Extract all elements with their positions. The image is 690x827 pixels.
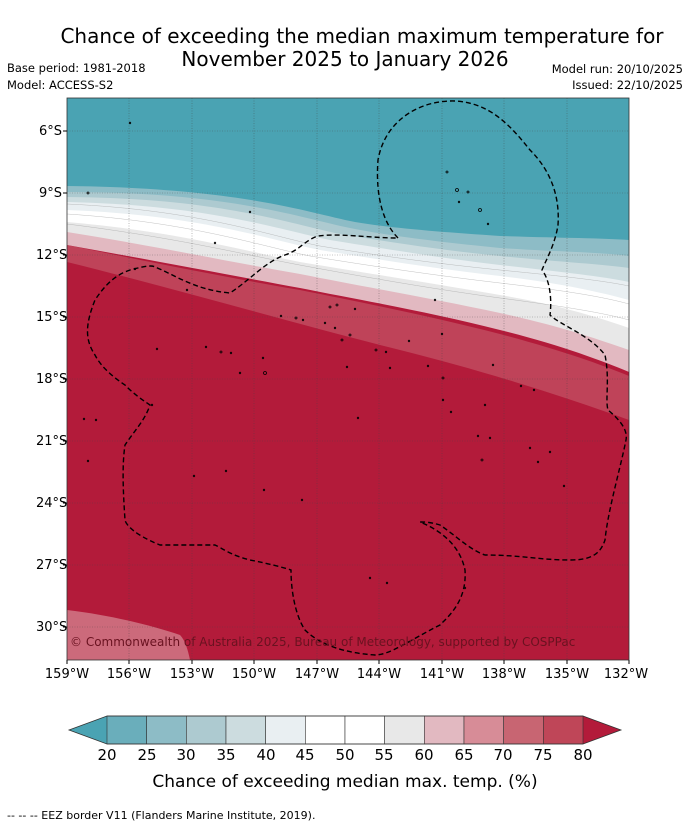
colorbar-bin <box>146 715 187 745</box>
map-title-line-1: Chance of exceeding the median maximum t… <box>60 24 664 48</box>
lon-tick-label: 144°W <box>356 667 402 682</box>
axis-ticks <box>63 130 630 664</box>
colorbar-tick-label: 45 <box>295 746 315 764</box>
issued-date: Issued: 22/10/2025 <box>572 78 683 92</box>
colorbar-bin <box>463 715 504 745</box>
eez-legend-note: -- -- -- EEZ border V11 (Flanders Marine… <box>7 809 316 822</box>
colorbar-tick-label: 60 <box>414 746 434 764</box>
colorbar-bin <box>305 715 346 745</box>
map-title-line-2: November 2025 to January 2026 <box>181 47 509 71</box>
lat-tick-label: 18°S <box>36 372 68 387</box>
graticule <box>67 98 629 660</box>
eez-border <box>86 100 627 656</box>
lat-tick-label: 24°S <box>36 496 68 511</box>
base-period: Base period: 1981-2018 <box>7 61 146 75</box>
colorbar-tick-label: 25 <box>137 746 157 764</box>
lon-tick-label: 135°W <box>544 667 590 682</box>
colorbar-tick-label: 30 <box>176 746 196 764</box>
colorbar-label: Chance of exceeding median max. temp. (%… <box>152 772 538 792</box>
lon-tick-label: 147°W <box>294 667 340 682</box>
colorbar-bin <box>106 715 147 745</box>
lat-tick-label: 21°S <box>36 434 68 449</box>
lon-tick-label: 141°W <box>419 667 465 682</box>
colorbar-bin <box>424 715 465 745</box>
lon-tick-label: 150°W <box>231 667 277 682</box>
colorbar-tick-label: 70 <box>493 746 513 764</box>
colorbar-bin <box>186 715 227 745</box>
map-canvas <box>67 98 629 660</box>
colorbar-tick-label: 80 <box>573 746 593 764</box>
colorbar-low-arrow <box>69 716 107 744</box>
colorbar-tick-label: 20 <box>97 746 117 764</box>
lon-tick-label: 153°W <box>169 667 215 682</box>
lat-tick-label: 6°S <box>38 124 62 139</box>
colorbar-high-arrow <box>583 716 621 744</box>
colorbar-tick-label: 35 <box>216 746 236 764</box>
lon-tick-label: 132°W <box>603 667 649 682</box>
lat-tick-label: 15°S <box>36 310 68 325</box>
lat-tick-label: 30°S <box>36 620 68 635</box>
lat-tick-label: 12°S <box>36 248 68 263</box>
lat-tick-label: 9°S <box>38 186 62 201</box>
model-run: Model run: 20/10/2025 <box>551 62 683 76</box>
colorbar <box>67 715 623 745</box>
band-65-70-corner <box>67 610 190 660</box>
lon-tick-label: 138°W <box>481 667 527 682</box>
colorbar-tick-label: 40 <box>256 746 276 764</box>
colorbar-bin <box>384 715 425 745</box>
lon-tick-label: 159°W <box>44 667 90 682</box>
colorbar-bin <box>225 715 266 745</box>
colorbar-tick-label: 50 <box>335 746 355 764</box>
below-median-area <box>67 98 629 240</box>
colorbar-bin <box>543 715 584 745</box>
islands <box>82 121 566 590</box>
colorbar-bin <box>503 715 544 745</box>
colorbar-tick-label: 65 <box>454 746 474 764</box>
lat-tick-label: 27°S <box>36 558 68 573</box>
model-name: Model: ACCESS-S2 <box>7 78 114 92</box>
copyright-notice: © Commonwealth of Australia 2025, Bureau… <box>70 635 576 649</box>
colorbar-tick-label: 75 <box>533 746 553 764</box>
colorbar-bin <box>344 715 385 745</box>
lon-tick-label: 156°W <box>106 667 152 682</box>
band-70-75 <box>67 245 629 420</box>
colorbar-bin <box>265 715 306 745</box>
colorbar-tick-label: 55 <box>374 746 394 764</box>
colorbar-outline <box>67 715 623 745</box>
